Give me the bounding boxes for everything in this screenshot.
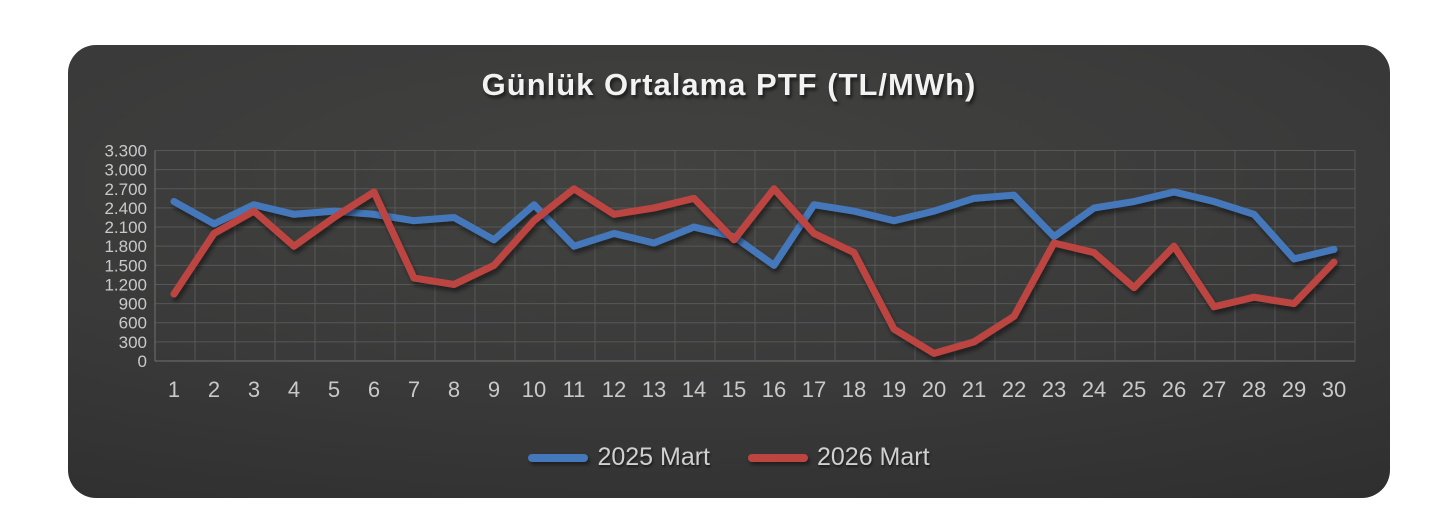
legend-label-2026-mart: 2026 Mart	[817, 443, 930, 471]
legend-swatch-blue	[528, 453, 589, 462]
series-line-1	[170, 185, 1338, 357]
x-tick-label: 20	[922, 377, 946, 402]
chart-legend: 2025 Mart 2026 Mart	[68, 443, 1390, 472]
x-tick-label: 25	[1122, 377, 1146, 402]
x-tick-label: 6	[368, 377, 380, 402]
chart-panel: Günlük Ortalama PTF (TL/MWh) 0 300 600 900 1…	[68, 45, 1390, 498]
x-tick-label: 23	[1042, 377, 1066, 402]
x-tick-label: 12	[602, 377, 626, 402]
y-tick-label: 900	[119, 295, 147, 314]
x-tick-label: 5	[328, 377, 340, 402]
x-tick-label: 13	[642, 377, 666, 402]
y-tick-label: 2.400	[104, 199, 147, 218]
y-tick-label: 0	[138, 352, 147, 371]
x-tick-label: 9	[488, 377, 500, 402]
x-tick-label: 2	[208, 377, 220, 402]
x-tick-label: 26	[1162, 377, 1186, 402]
y-tick-label: 1.200	[104, 275, 147, 294]
x-tick-label: 1	[168, 377, 180, 402]
x-tick-label: 18	[842, 377, 866, 402]
x-tick-label: 21	[962, 377, 986, 402]
x-tick-label: 8	[448, 377, 460, 402]
x-tick-label: 3	[248, 377, 260, 402]
y-tick-label: 1.800	[104, 237, 147, 256]
x-tick-label: 19	[882, 377, 906, 402]
x-tick-label: 22	[1002, 377, 1026, 402]
y-tick-label: 3.000	[104, 161, 147, 180]
legend-swatch-red	[748, 453, 808, 462]
y-tick-label: 2.100	[104, 218, 147, 237]
x-tick-label: 29	[1282, 377, 1306, 402]
y-tick-label: 1.500	[104, 256, 147, 275]
x-tick-label: 4	[288, 377, 300, 402]
line-chart-plot-area: 03006009001.2001.5001.8002.1002.4002.700…	[104, 142, 1356, 402]
x-tick-label: 11	[563, 377, 586, 402]
x-tick-label: 14	[682, 377, 706, 402]
series-line-0	[170, 188, 1338, 269]
legend-item-2026-mart[interactable]: 2026 Mart	[748, 443, 930, 472]
y-tick-label: 2.700	[104, 180, 147, 199]
x-tick-label: 17	[802, 377, 826, 402]
legend-item-2025-mart[interactable]: 2025 Mart	[528, 443, 710, 472]
y-tick-label: 600	[119, 314, 147, 333]
x-tick-label: 28	[1242, 377, 1266, 402]
x-tick-label: 30	[1322, 377, 1346, 402]
chart-title: Günlük Ortalama PTF (TL/MWh)	[481, 67, 977, 102]
x-tick-label: 24	[1082, 377, 1106, 402]
x-tick-label: 10	[522, 377, 546, 402]
legend-label-2025-mart: 2025 Mart	[597, 443, 710, 471]
x-tick-label: 15	[722, 377, 746, 402]
x-tick-label: 7	[408, 377, 420, 402]
y-tick-label: 3.300	[104, 142, 147, 161]
x-tick-label: 27	[1202, 377, 1226, 402]
x-tick-label: 16	[762, 377, 786, 402]
y-tick-label: 300	[119, 333, 147, 352]
